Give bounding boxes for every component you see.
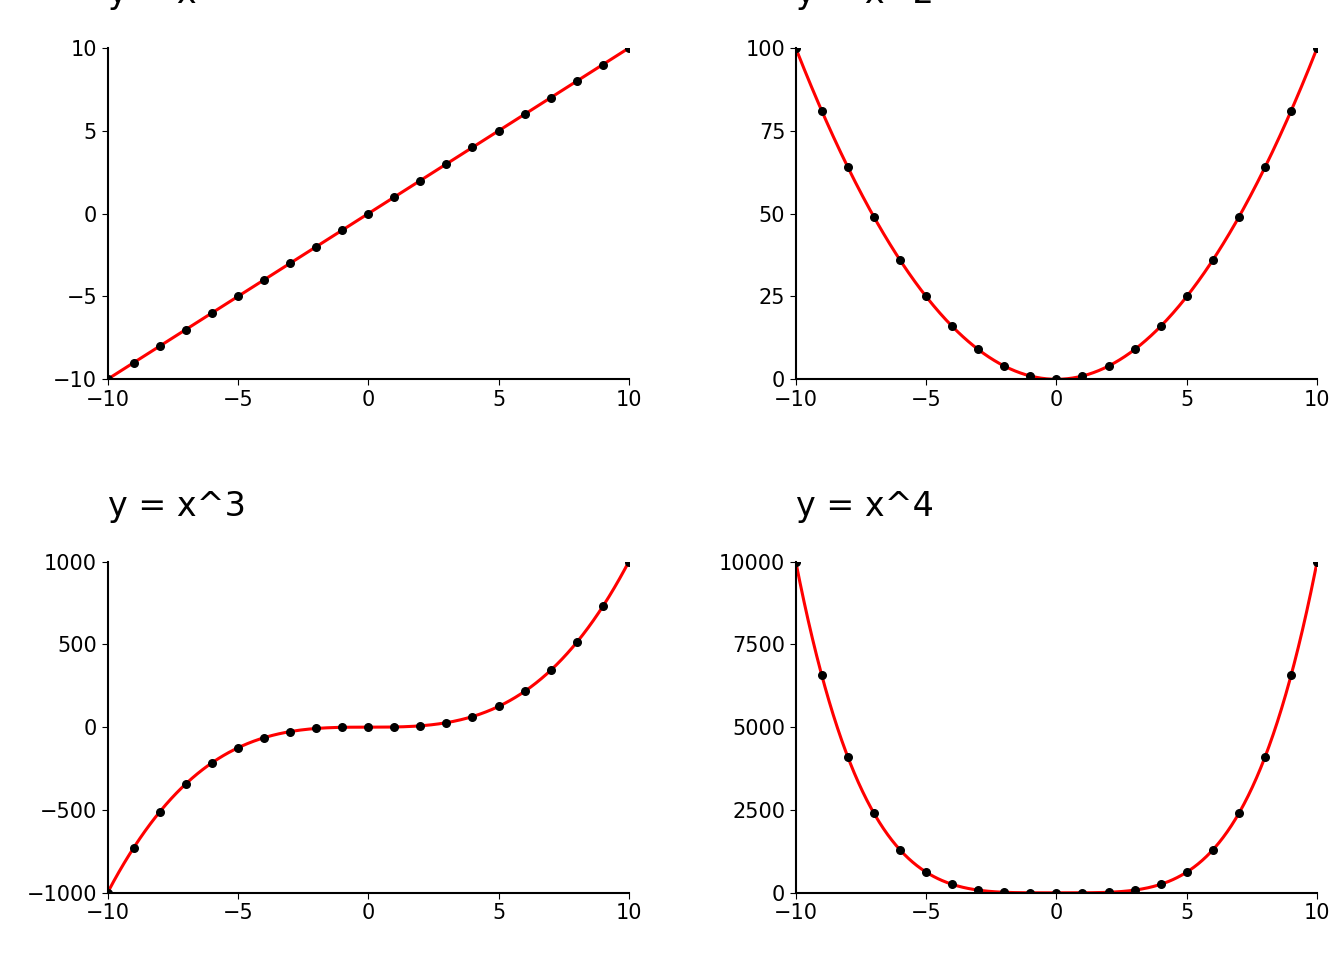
Point (1071, 369, 1093, 384)
Point (1306, 40, 1328, 56)
Point (227, 289, 249, 304)
Point (915, 864, 937, 879)
Point (993, 358, 1015, 373)
Point (358, 719, 379, 734)
Point (1098, 358, 1120, 373)
Point (462, 140, 484, 156)
Text: y = x^2: y = x^2 (796, 0, 934, 10)
Point (566, 74, 587, 89)
Point (915, 289, 937, 304)
Point (488, 699, 509, 714)
Point (435, 156, 457, 172)
Point (253, 273, 274, 288)
Point (810, 104, 832, 119)
Point (618, 554, 640, 569)
Point (1071, 885, 1093, 900)
Point (227, 740, 249, 756)
Point (1046, 885, 1067, 900)
Point (305, 239, 327, 254)
Point (593, 599, 614, 614)
Point (410, 718, 431, 733)
Text: y = x^4: y = x^4 (796, 491, 934, 523)
Point (993, 884, 1015, 900)
Point (149, 339, 171, 354)
Point (941, 319, 962, 334)
Point (513, 684, 535, 699)
Point (332, 223, 353, 238)
Point (1306, 554, 1328, 569)
Point (435, 715, 457, 731)
Point (968, 342, 989, 357)
Point (1254, 750, 1275, 765)
Point (97, 372, 118, 387)
Point (1020, 369, 1042, 384)
Point (566, 635, 587, 650)
Point (253, 730, 274, 745)
Point (332, 720, 353, 735)
Point (1254, 159, 1275, 175)
Point (122, 355, 144, 371)
Point (810, 668, 832, 684)
Point (122, 840, 144, 855)
Point (1281, 104, 1302, 119)
Point (837, 159, 859, 175)
Point (540, 662, 562, 678)
Point (305, 721, 327, 736)
Point (383, 719, 405, 734)
Point (358, 206, 379, 222)
Point (280, 724, 301, 739)
Point (280, 255, 301, 271)
Point (1150, 876, 1172, 892)
Point (1046, 372, 1067, 387)
Point (1228, 209, 1250, 225)
Point (1281, 668, 1302, 684)
Point (383, 189, 405, 204)
Point (1176, 864, 1198, 879)
Point (1202, 252, 1223, 268)
Point (618, 40, 640, 56)
Point (462, 708, 484, 724)
Point (202, 756, 223, 771)
Point (202, 305, 223, 321)
Point (410, 173, 431, 188)
Point (97, 885, 118, 900)
Point (1098, 884, 1120, 900)
Point (863, 209, 884, 225)
Point (1124, 882, 1145, 898)
Point (890, 842, 911, 857)
Point (175, 777, 196, 792)
Point (1176, 289, 1198, 304)
Point (890, 252, 911, 268)
Point (785, 554, 806, 569)
Text: y = x^3: y = x^3 (108, 491, 246, 523)
Point (1228, 805, 1250, 821)
Point (1202, 842, 1223, 857)
Point (863, 805, 884, 821)
Point (941, 876, 962, 892)
Point (540, 90, 562, 106)
Point (968, 882, 989, 898)
Text: y = x: y = x (108, 0, 196, 10)
Point (593, 57, 614, 72)
Point (149, 804, 171, 820)
Point (175, 322, 196, 337)
Point (837, 750, 859, 765)
Point (513, 107, 535, 122)
Point (785, 40, 806, 56)
Point (1020, 885, 1042, 900)
Point (488, 123, 509, 138)
Point (1124, 342, 1145, 357)
Point (1150, 319, 1172, 334)
